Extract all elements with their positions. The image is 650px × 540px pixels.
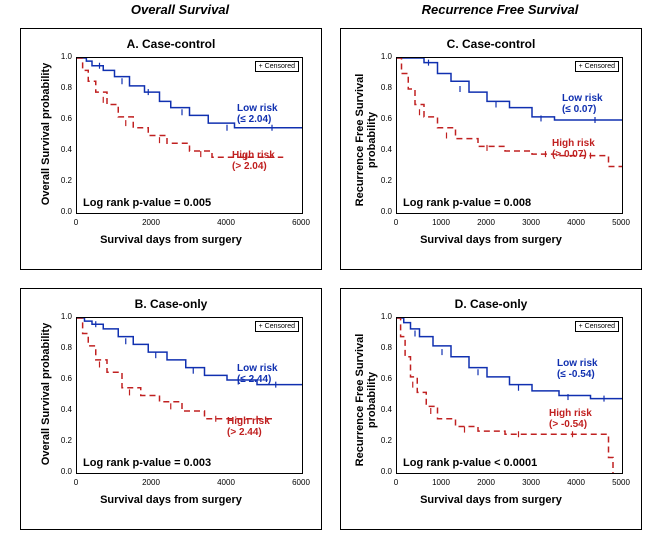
panel-D: D. Case-only Recurrence Free Survival pr… <box>340 288 642 530</box>
km-svg <box>77 318 302 473</box>
y-axis-label: Overall Survival probability <box>40 54 52 214</box>
y-tick: 0.0 <box>52 467 72 476</box>
x-tick: 0 <box>61 218 91 227</box>
censored-legend: + Censored <box>255 321 299 332</box>
panel-title: A. Case-control <box>21 37 321 51</box>
y-tick: 0.4 <box>52 145 72 154</box>
x-tick: 4000 <box>561 218 591 227</box>
panel-C: C. Case-control Recurrence Free Survival… <box>340 28 642 270</box>
x-tick: 1000 <box>426 478 456 487</box>
y-tick: 1.0 <box>52 52 72 61</box>
high-risk-label: High risk (> -0.54) <box>549 408 592 430</box>
x-tick: 4000 <box>211 218 241 227</box>
y-tick: 1.0 <box>372 312 392 321</box>
y-axis-label: Overall Survival probability <box>40 314 52 474</box>
plot-area: + Censored Low risk (≤ 2.44) High risk (… <box>76 317 303 474</box>
y-tick: 0.2 <box>52 176 72 185</box>
x-tick: 6000 <box>286 478 316 487</box>
x-axis-label: Survival days from surgery <box>21 494 321 506</box>
x-tick: 2000 <box>136 218 166 227</box>
y-tick: 0.6 <box>52 114 72 123</box>
x-tick: 4000 <box>561 478 591 487</box>
low-risk-label: Low risk (≤ 2.04) <box>237 103 278 125</box>
y-tick: 0.4 <box>372 145 392 154</box>
y-tick: 0.6 <box>372 374 392 383</box>
censored-legend: + Censored <box>575 61 619 72</box>
x-tick: 1000 <box>426 218 456 227</box>
y-tick: 0.6 <box>52 374 72 383</box>
y-tick: 0.0 <box>52 207 72 216</box>
x-axis-label: Survival days from surgery <box>21 234 321 246</box>
pvalue-label: Log rank p-value = 0.005 <box>83 197 211 209</box>
high-risk-label: High risk (> 0.07) <box>552 138 595 160</box>
pvalue-label: Log rank p-value < 0.0001 <box>403 457 537 469</box>
x-axis-label: Survival days from surgery <box>341 234 641 246</box>
panel-B: B. Case-only Overall Survival probabilit… <box>20 288 322 530</box>
col-header-right: Recurrence Free Survival <box>380 2 620 17</box>
km-svg <box>397 58 622 213</box>
x-tick: 0 <box>381 478 411 487</box>
y-tick: 1.0 <box>372 52 392 61</box>
x-axis-label: Survival days from surgery <box>341 494 641 506</box>
y-tick: 0.8 <box>52 343 72 352</box>
km-svg <box>77 58 302 213</box>
col-header-left: Overall Survival <box>70 2 290 17</box>
x-tick: 5000 <box>606 478 636 487</box>
x-tick: 0 <box>381 218 411 227</box>
x-tick: 4000 <box>211 478 241 487</box>
x-tick: 2000 <box>136 478 166 487</box>
panel-title: B. Case-only <box>21 297 321 311</box>
panel-A: A. Case-control Overall Survival probabi… <box>20 28 322 270</box>
x-tick: 3000 <box>516 478 546 487</box>
panel-title: D. Case-only <box>341 297 641 311</box>
y-tick: 0.8 <box>372 343 392 352</box>
y-tick: 0.4 <box>52 405 72 414</box>
y-tick: 0.8 <box>372 83 392 92</box>
plot-area: + Censored Low risk (≤ 0.07) High risk (… <box>396 57 623 214</box>
low-risk-label: Low risk (≤ 2.44) <box>237 363 278 385</box>
y-tick: 0.8 <box>52 83 72 92</box>
x-tick: 2000 <box>471 478 501 487</box>
x-tick: 3000 <box>516 218 546 227</box>
km-svg <box>397 318 622 473</box>
x-tick: 2000 <box>471 218 501 227</box>
high-risk-label: High risk (> 2.04) <box>232 150 275 172</box>
plot-area: + Censored Low risk (≤ 2.04) High risk (… <box>76 57 303 214</box>
y-tick: 0.0 <box>372 207 392 216</box>
panel-title: C. Case-control <box>341 37 641 51</box>
low-risk-label: Low risk (≤ -0.54) <box>557 358 598 380</box>
y-tick: 0.4 <box>372 405 392 414</box>
y-tick: 0.6 <box>372 114 392 123</box>
x-tick: 5000 <box>606 218 636 227</box>
y-tick: 0.2 <box>52 436 72 445</box>
pvalue-label: Log rank p-value = 0.003 <box>83 457 211 469</box>
y-tick: 0.0 <box>372 467 392 476</box>
x-tick: 0 <box>61 478 91 487</box>
high-risk-label: High risk (> 2.44) <box>227 416 270 438</box>
x-tick: 6000 <box>286 218 316 227</box>
y-tick: 1.0 <box>52 312 72 321</box>
y-tick: 0.2 <box>372 436 392 445</box>
plot-area: + Censored Low risk (≤ -0.54) High risk … <box>396 317 623 474</box>
km-figure: Overall Survival Recurrence Free Surviva… <box>0 0 650 540</box>
y-tick: 0.2 <box>372 176 392 185</box>
pvalue-label: Log rank p-value = 0.008 <box>403 197 531 209</box>
low-risk-label: Low risk (≤ 0.07) <box>562 93 603 115</box>
censored-legend: + Censored <box>255 61 299 72</box>
censored-legend: + Censored <box>575 321 619 332</box>
